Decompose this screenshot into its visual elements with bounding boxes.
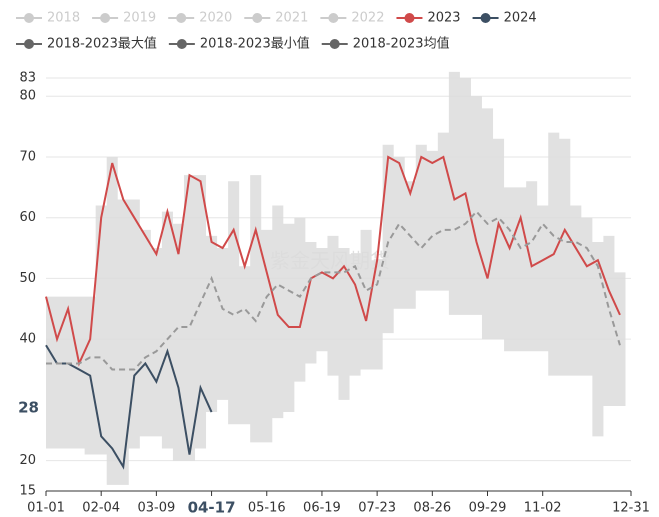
y-pointer-label: 28 <box>18 399 39 417</box>
legend-item[interactable]: 2018-2023最大值 <box>16 36 157 52</box>
legend-item[interactable]: 2022 <box>320 11 384 26</box>
legend-item[interactable]: 2018-2023均值 <box>321 36 450 52</box>
y-tick-label: 70 <box>19 149 36 164</box>
legend-dot <box>24 13 34 23</box>
y-tick-label: 20 <box>19 453 36 468</box>
legend-label: 2020 <box>199 11 232 26</box>
legend-label: 2018 <box>47 11 80 26</box>
x-tick-label: 03-09 <box>137 501 175 516</box>
y-tick-label: 40 <box>19 332 36 347</box>
y-tick-label: 60 <box>19 210 36 225</box>
range-band <box>46 71 626 485</box>
x-tick-label: 04-17 <box>188 499 236 517</box>
legend-label: 2024 <box>504 11 537 26</box>
legend-label: 2023 <box>427 11 460 26</box>
legend-item[interactable]: 2019 <box>92 11 156 26</box>
legend-dot <box>329 39 340 49</box>
legend-item[interactable]: 2020 <box>168 11 232 26</box>
y-tick-label: 50 <box>19 271 36 286</box>
y-tick-label: 80 <box>19 89 36 104</box>
x-tick-label: 05-16 <box>248 501 286 516</box>
legend-dot <box>176 13 187 23</box>
legend-label: 2018-2023均值 <box>353 36 450 52</box>
y-tick-label: 83 <box>19 71 36 86</box>
legend-dot <box>480 13 491 23</box>
legend-label: 2021 <box>275 11 308 26</box>
legend-item[interactable]: 2023 <box>396 11 461 26</box>
legend-dot <box>176 39 187 49</box>
x-tick-label: 08-26 <box>413 501 451 516</box>
legend-dot <box>100 13 111 23</box>
series-line <box>45 155 621 367</box>
legend-label: 2019 <box>123 11 156 26</box>
x-tick-label: 02-04 <box>82 501 120 516</box>
legend-dot <box>328 13 339 23</box>
legend-dot <box>24 39 34 49</box>
legend-dot <box>404 13 415 23</box>
legend-label: 2018-2023最小值 <box>200 36 310 52</box>
x-tick-label: 11-02 <box>524 501 562 516</box>
legend-item[interactable]: 2018-2023最小值 <box>168 36 310 52</box>
y-tick-label: 15 <box>19 484 36 499</box>
x-tick-label: 06-19 <box>303 501 341 516</box>
legend-item[interactable]: 2018 <box>16 11 80 26</box>
series-line <box>45 344 213 470</box>
legend-dot <box>252 13 263 23</box>
x-tick-label: 09-29 <box>469 501 507 516</box>
legend-item[interactable]: 2024 <box>472 11 537 26</box>
legend-item[interactable]: 2021 <box>244 11 308 26</box>
x-tick-label: 01-01 <box>27 501 65 516</box>
legend-label: 2022 <box>351 11 384 26</box>
legend-label: 2018-2023最大值 <box>47 36 157 52</box>
x-tick-label: 07-23 <box>358 501 396 516</box>
x-tick-label: 12-31 <box>612 501 650 516</box>
